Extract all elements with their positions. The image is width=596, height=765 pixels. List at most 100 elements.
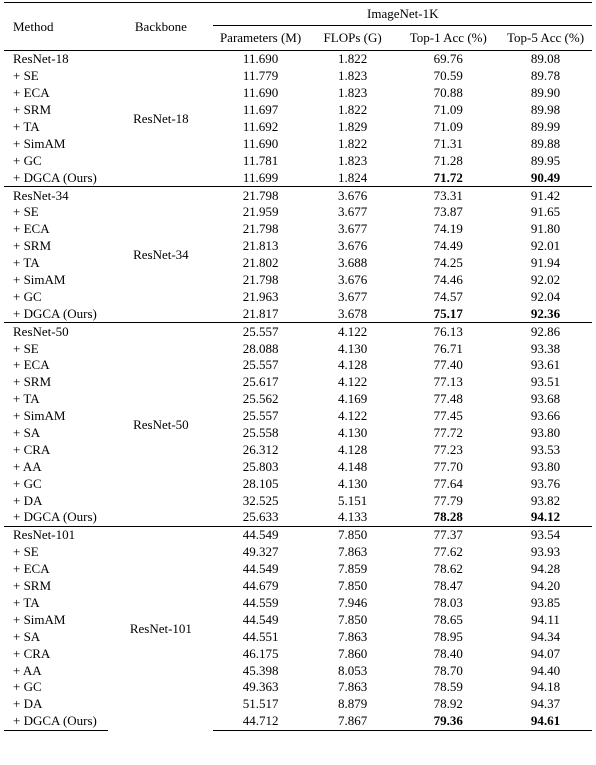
table-row: ResNet-18 ResNet-18 11.690 1.822 69.76 89.08 — [4, 49, 592, 187]
parameters-cell: 51.517 — [242, 696, 279, 712]
top1-cell: 77.40 — [433, 357, 463, 373]
top5-cell: 94.61 — [499, 712, 592, 731]
table-row: + TA 11.692 1.829 71.09 89.99 — [4, 119, 592, 136]
flops-cell: 5.151 — [337, 492, 368, 508]
table-row: + SimAM 21.798 3.676 74.46 92.02 — [4, 272, 592, 289]
method-cell: + SE — [13, 544, 39, 560]
top5-cell: 89.98 — [530, 102, 561, 118]
parameters-cell: 21.798 — [242, 221, 279, 237]
flops-cell: 1.823 — [337, 68, 368, 84]
top5-cell: 91.80 — [530, 221, 561, 237]
parameters-cell: 25.803 — [242, 458, 279, 474]
top1-cell: 74.49 — [433, 238, 463, 254]
method-cell: + ECA — [13, 221, 50, 237]
method-cell: + SimAM — [13, 135, 66, 151]
parameters-cell: 21.798 — [242, 272, 279, 288]
top5-cell: 94.12 — [530, 509, 561, 525]
flops-cell: 7.863 — [337, 628, 368, 644]
flops-cell: 1.823 — [337, 152, 368, 168]
top5-cell: 90.49 — [530, 169, 561, 185]
parameters-cell: 21.959 — [242, 204, 279, 220]
table-row: + GC 49.363 7.863 78.59 94.18 — [4, 679, 592, 696]
top1-cell: 74.46 — [433, 272, 463, 288]
parameters-cell: 21.813 — [242, 238, 279, 254]
method-cell: + SRM — [13, 578, 52, 594]
flops-cell: 8.879 — [337, 696, 368, 712]
parameters-cell: 44.549 — [213, 525, 308, 544]
table-header: Method Backbone ImageNet-1K Parameters (… — [4, 2, 592, 51]
method-cell: + ECA — [13, 357, 50, 373]
parameters-cell: 21.798 — [213, 186, 308, 205]
top5-cell: 94.34 — [530, 628, 561, 644]
flops-cell: 3.676 — [307, 186, 398, 205]
method-cell: + CRA — [13, 441, 51, 457]
table-row: ResNet-50 ResNet-50 25.557 4.122 76.13 92.86 — [4, 322, 592, 527]
method-cell: + SRM — [13, 374, 52, 390]
header-row-1: Method Backbone ImageNet-1K — [4, 2, 592, 51]
parameters-cell: 11.690 — [242, 85, 279, 101]
table-row: + TA 21.802 3.688 74.25 91.94 — [4, 255, 592, 272]
parameters-cell: 25.557 — [242, 357, 279, 373]
top1-cell: 71.31 — [433, 135, 463, 151]
top1-cell: 71.28 — [433, 152, 463, 168]
parameters-cell: 49.327 — [242, 544, 279, 560]
flops-cell: 4.130 — [337, 340, 368, 356]
table-row: + AA 45.398 8.053 78.70 94.40 — [4, 662, 592, 679]
top5-cell: 89.78 — [530, 68, 561, 84]
parameters-cell: 44.679 — [242, 578, 279, 594]
flops-cell: 4.122 — [337, 374, 368, 390]
method-cell: + ECA — [13, 561, 50, 577]
top1-cell: 71.09 — [433, 119, 463, 134]
flops-cell: 3.678 — [337, 305, 368, 321]
method-cell: + DA — [13, 696, 43, 712]
table-row: + TA 44.559 7.946 78.03 93.85 — [4, 595, 592, 612]
top1-cell: 77.23 — [433, 441, 463, 457]
top1-cell: 77.13 — [433, 374, 463, 390]
parameters-cell: 21.963 — [242, 288, 279, 304]
parameters-cell: 21.802 — [242, 255, 279, 271]
flops-cell: 1.822 — [337, 135, 368, 151]
top1-cell: 75.17 — [433, 305, 463, 321]
top5-cell: 89.88 — [530, 135, 561, 151]
top1-cell: 78.03 — [433, 594, 463, 610]
top1-cell: 74.19 — [433, 221, 463, 237]
table-row: + SimAM 11.690 1.822 71.31 89.88 — [4, 135, 592, 152]
top1-cell: 77.72 — [433, 425, 463, 441]
top5-cell: 94.37 — [530, 696, 561, 712]
top1-cell: 71.09 — [433, 102, 463, 118]
header-top1: Top-1 Acc (%) — [409, 30, 487, 45]
top5-cell: 91.65 — [530, 204, 561, 220]
top1-cell: 77.62 — [433, 544, 463, 560]
top1-cell: 77.64 — [433, 475, 463, 491]
method-cell: + GC — [13, 475, 42, 491]
top1-cell: 76.71 — [433, 340, 463, 356]
table-row: ResNet-34 ResNet-34 21.798 3.676 73.31 91.42 — [4, 186, 592, 323]
table-row: + DA 32.525 5.151 77.79 93.82 — [4, 492, 592, 509]
table-row: + SA 44.551 7.863 78.95 94.34 — [4, 628, 592, 645]
parameters-cell: 11.690 — [213, 49, 308, 68]
flops-cell: 3.688 — [337, 255, 368, 271]
method-cell: + DGCA (Ours) — [4, 712, 109, 731]
parameters-cell: 45.398 — [242, 662, 279, 678]
parameters-cell: 28.105 — [242, 475, 279, 491]
top5-cell: 89.99 — [530, 119, 561, 134]
top1-cell: 79.36 — [397, 712, 499, 731]
parameters-cell: 28.088 — [242, 340, 279, 356]
top1-cell: 77.48 — [433, 391, 463, 407]
top5-cell: 92.01 — [530, 238, 561, 254]
flops-cell: 4.130 — [337, 475, 368, 491]
method-cell: + TA — [13, 391, 40, 407]
flops-cell: 1.823 — [337, 85, 368, 101]
top5-cell: 92.36 — [530, 305, 561, 321]
top1-cell: 70.59 — [433, 68, 463, 84]
table-row: + GC 21.963 3.677 74.57 92.04 — [4, 288, 592, 305]
flops-cell: 7.859 — [337, 561, 368, 577]
backbone-cell: ResNet-34 — [108, 186, 214, 323]
flops-cell: 4.128 — [337, 357, 368, 373]
flops-cell: 4.128 — [337, 441, 368, 457]
top1-cell: 69.76 — [397, 49, 499, 68]
top1-cell: 74.57 — [433, 288, 463, 304]
method-cell: + TA — [13, 255, 40, 271]
top5-cell: 94.18 — [530, 679, 561, 695]
method-cell: ResNet-18 — [4, 49, 109, 68]
